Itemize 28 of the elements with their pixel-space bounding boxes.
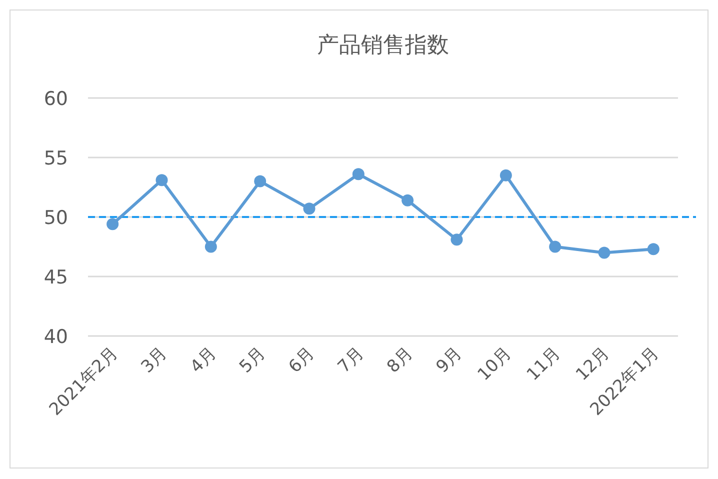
point — [549, 240, 562, 253]
x-tick-label: 6月 — [284, 343, 319, 378]
x-tick-label: 11月 — [523, 343, 565, 385]
point — [106, 218, 119, 230]
point — [204, 240, 217, 253]
chart-title: 产品销售指数 — [317, 33, 449, 58]
x-tick-label: 8月 — [383, 343, 418, 378]
point — [500, 169, 512, 182]
point — [303, 202, 316, 215]
x-tick-label: 5月 — [236, 343, 270, 378]
point — [402, 194, 414, 206]
x-tick-label: 9月 — [432, 343, 466, 378]
point — [450, 234, 463, 246]
x-tick-label: 4月 — [186, 343, 220, 378]
y-tick-label: 55 — [44, 148, 68, 170]
point — [156, 174, 168, 186]
x-tick-label: 3月 — [137, 343, 172, 378]
x-tick-label: 12月 — [572, 343, 614, 385]
point — [647, 243, 660, 256]
x-tick-label: 7月 — [334, 343, 368, 378]
point — [598, 246, 610, 259]
y-tick-label: 60 — [44, 88, 68, 110]
y-tick-label: 40 — [44, 326, 68, 348]
y-tick-label: 45 — [44, 266, 68, 288]
point — [254, 175, 266, 188]
point — [352, 168, 364, 180]
y-tick-label: 50 — [44, 207, 68, 229]
x-tick-label: 10月 — [474, 343, 516, 385]
